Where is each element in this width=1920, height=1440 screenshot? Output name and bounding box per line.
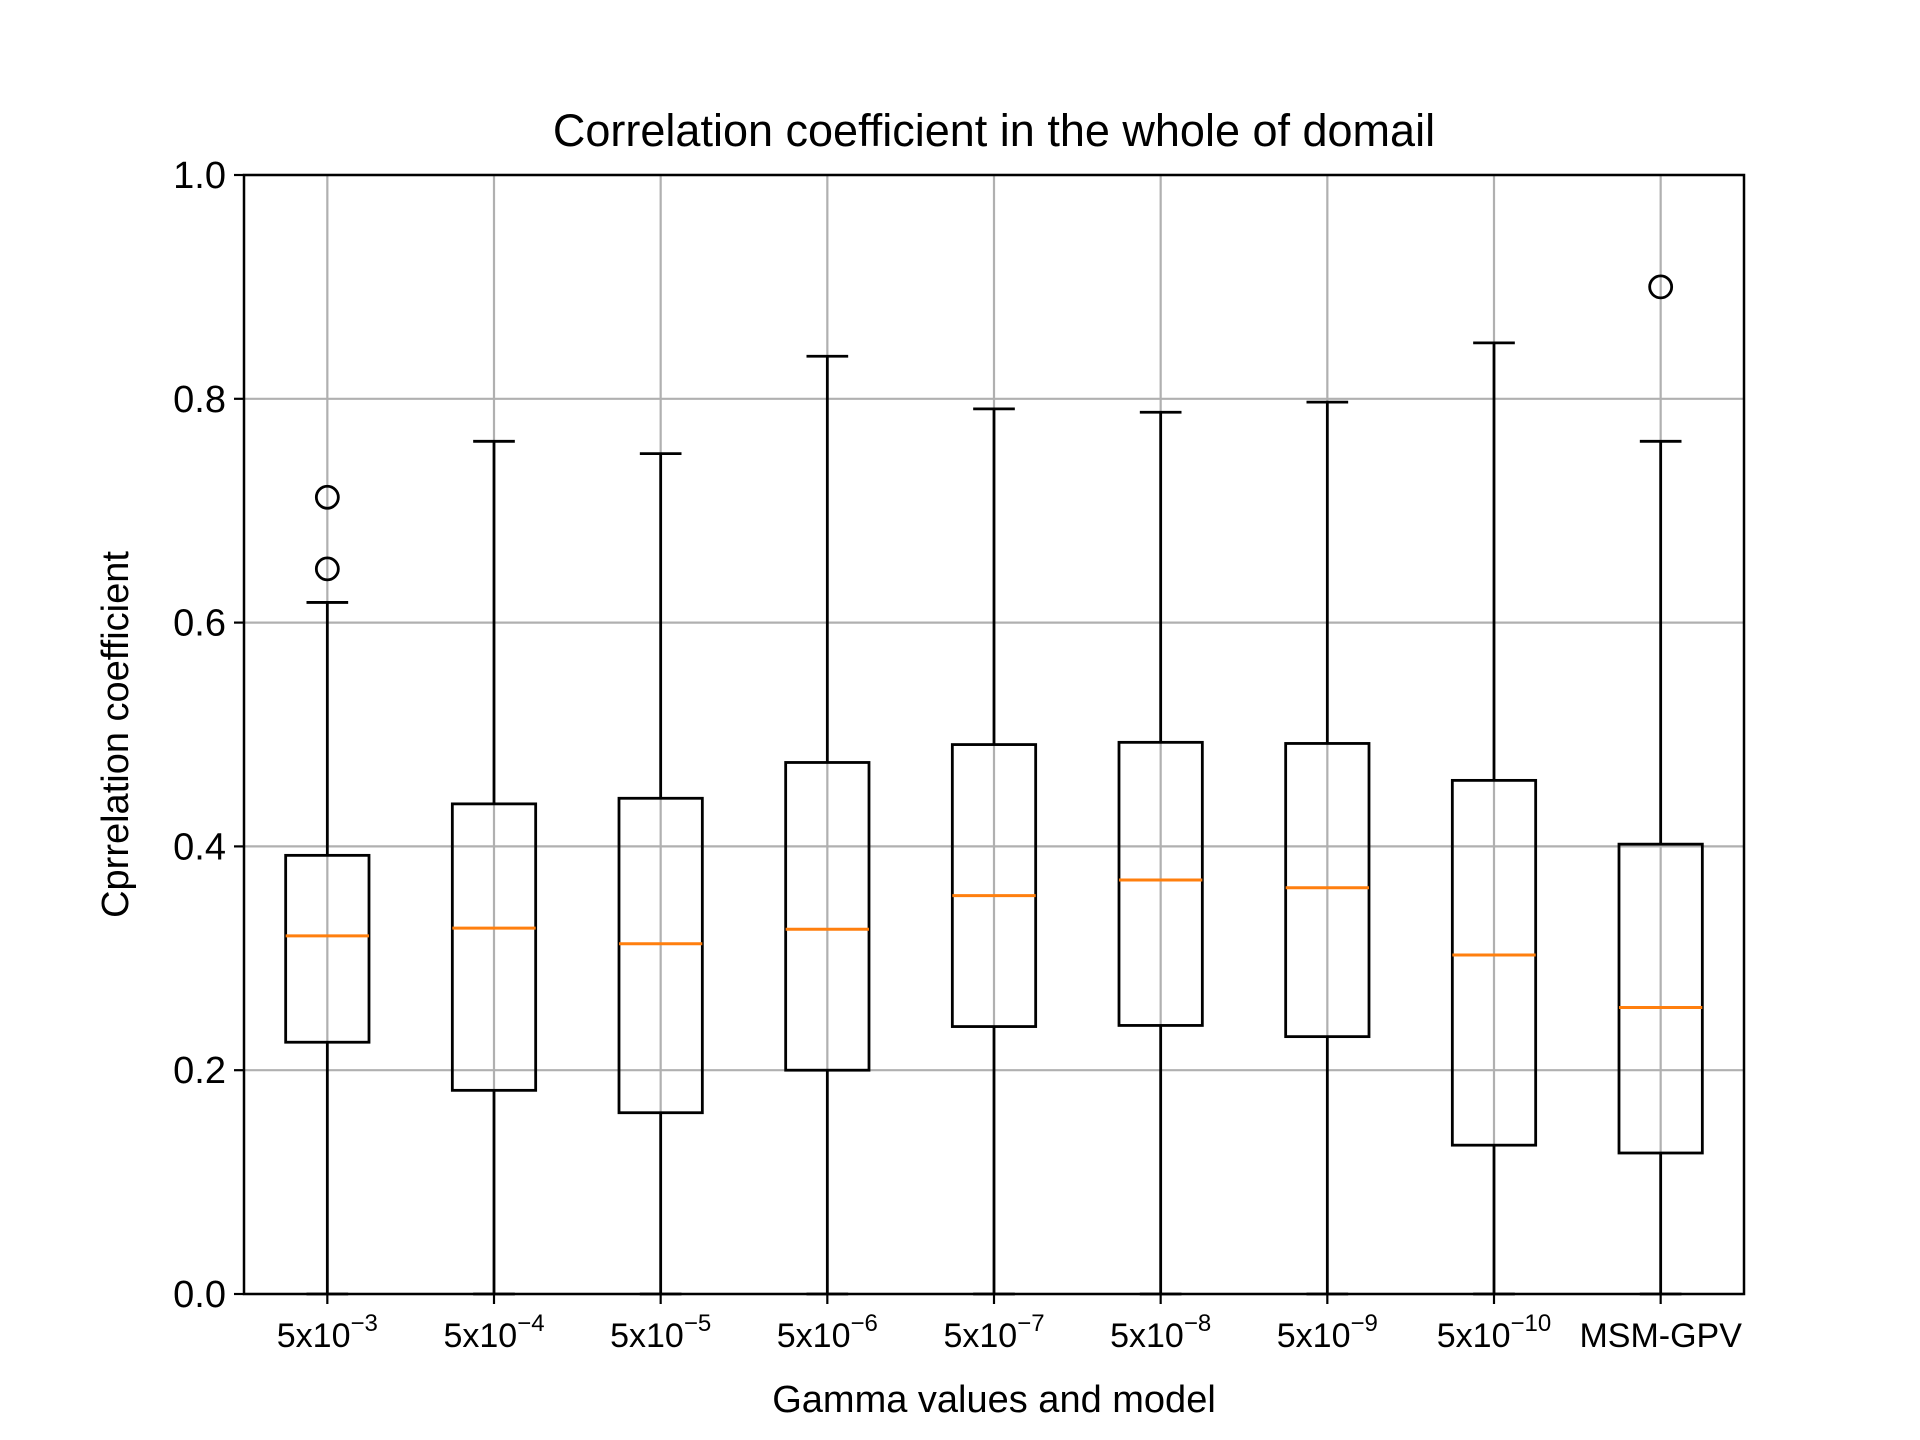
box-iqr: [284, 853, 371, 1044]
x-tick-label: 5x10−9: [1277, 1310, 1378, 1355]
axis-ticks: 0.0 0.2 0.4 0.6 0.8 1.0 5x10−3 5x10−4 5x10−5 5x10…: [173, 155, 1742, 1355]
box-series: [284, 274, 1704, 1296]
chart-title: Correlation coefficient in the whole of …: [553, 105, 1435, 156]
box-iqr: [1284, 742, 1371, 1039]
box-iqr: [617, 796, 704, 1115]
x-tick-label: 5x10−7: [943, 1310, 1044, 1355]
x-tick-label: 5x10−4: [443, 1310, 544, 1355]
x-tick-label: 5x10−10: [1437, 1310, 1551, 1355]
box-group: [1284, 400, 1371, 1296]
box-iqr: [1450, 778, 1538, 1147]
box-iqr: [1117, 740, 1204, 1027]
y-tick-label: 1.0: [173, 155, 226, 197]
box-group: [450, 439, 538, 1296]
outlier-point: [314, 556, 340, 582]
x-tick-label: 5x10−8: [1110, 1310, 1211, 1355]
y-tick-label: 0.4: [173, 826, 226, 868]
y-tick-label: 0.6: [173, 603, 226, 645]
box-iqr: [450, 802, 538, 1092]
x-axis-label: Gamma values and model: [772, 1379, 1216, 1421]
box-group: [617, 452, 704, 1296]
box-iqr: [784, 761, 871, 1072]
x-tick-label: 5x10−5: [610, 1310, 711, 1355]
box-iqr: [950, 743, 1038, 1028]
x-tick-label: 5x10−6: [777, 1310, 878, 1355]
y-axis-label: Cprrelation coefficient: [95, 551, 137, 918]
outlier-point: [1648, 274, 1674, 300]
box-iqr: [1617, 842, 1704, 1155]
x-tick-label: MSM-GPV: [1579, 1317, 1742, 1355]
outlier-point: [314, 484, 340, 510]
y-tick-label: 0.2: [173, 1050, 226, 1092]
y-tick-label: 0.8: [173, 379, 226, 421]
y-tick-label: 0.0: [173, 1274, 226, 1316]
x-tick-label: 5x10−3: [277, 1310, 378, 1355]
